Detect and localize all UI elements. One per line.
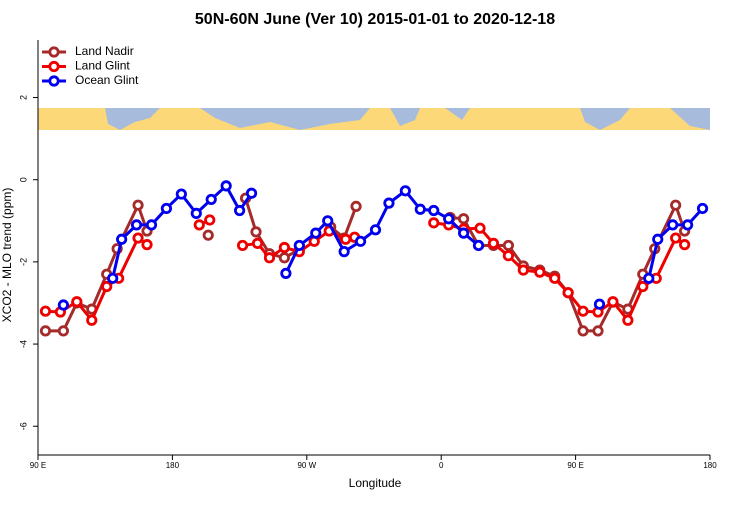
point <box>643 272 655 284</box>
point <box>414 203 426 215</box>
y-tick-label: -2 <box>18 258 28 266</box>
y-tick-label: -6 <box>18 422 28 430</box>
point <box>383 197 395 209</box>
point <box>487 237 500 249</box>
y-tick-label: 2 <box>18 95 28 100</box>
point <box>141 239 153 251</box>
point <box>670 199 682 211</box>
map-strip <box>38 108 710 130</box>
point <box>175 188 187 200</box>
point <box>474 222 486 234</box>
point <box>443 213 455 225</box>
y-tick-label: -4 <box>18 340 28 348</box>
chart-title: 50N-60N June (Ver 10) 2015-01-01 to 2020… <box>195 11 555 28</box>
point <box>293 239 305 252</box>
legend-marker <box>48 60 60 73</box>
legend-label: Land Glint <box>75 59 130 73</box>
point <box>369 224 382 236</box>
point <box>278 252 290 264</box>
point <box>160 202 173 215</box>
point <box>130 219 143 231</box>
point <box>592 325 604 337</box>
series-line <box>111 183 704 279</box>
point <box>39 305 52 317</box>
point <box>280 267 292 279</box>
point <box>250 226 262 238</box>
point <box>202 229 214 241</box>
x-tick-label: 90 E <box>567 461 583 470</box>
point <box>234 204 246 217</box>
point <box>204 214 216 226</box>
x-tick-label: 180 <box>166 461 180 470</box>
x-tick-label: 180 <box>703 461 717 470</box>
point <box>681 219 694 231</box>
point <box>399 185 411 197</box>
point <box>562 287 574 299</box>
point <box>57 299 69 311</box>
point <box>57 325 69 337</box>
point <box>652 233 664 245</box>
point <box>577 325 589 337</box>
point <box>245 187 258 199</box>
point <box>132 232 144 244</box>
point <box>310 227 322 239</box>
point <box>667 219 679 231</box>
series-line <box>45 218 686 324</box>
point <box>593 298 606 310</box>
point <box>340 233 352 245</box>
point <box>263 252 276 264</box>
point <box>517 264 529 276</box>
point <box>577 305 589 317</box>
point <box>428 204 440 217</box>
point <box>236 239 249 252</box>
point <box>190 207 202 219</box>
point <box>101 280 113 293</box>
point <box>549 272 561 284</box>
point <box>670 232 682 244</box>
point <box>679 239 691 251</box>
point <box>622 314 634 326</box>
point <box>338 246 350 258</box>
point <box>145 219 158 231</box>
point <box>354 235 367 247</box>
point <box>220 180 232 192</box>
x-axis-label: Longitude <box>349 476 402 490</box>
point <box>251 237 264 249</box>
y-axis-label: XCO2 - MLO trend (ppm) <box>0 188 14 323</box>
point <box>39 325 52 337</box>
y-tick-label: 0 <box>18 177 28 182</box>
point <box>502 250 514 262</box>
point <box>472 239 485 252</box>
point <box>350 200 362 213</box>
point <box>132 199 144 211</box>
point <box>107 272 119 284</box>
point <box>193 219 205 231</box>
legend-label: Land Nadir <box>75 44 134 58</box>
point <box>116 233 128 245</box>
point <box>457 227 470 239</box>
x-tick-label: 0 <box>439 461 444 470</box>
point <box>696 202 709 215</box>
x-tick-label: 90 E <box>30 461 46 470</box>
point <box>534 266 546 278</box>
point <box>502 239 514 252</box>
point <box>637 280 649 293</box>
legend-marker <box>48 46 60 58</box>
point <box>607 296 619 308</box>
point <box>205 193 217 206</box>
point <box>322 215 334 227</box>
legend-marker <box>48 75 60 87</box>
point <box>428 217 440 229</box>
legend-label: Ocean Glint <box>75 73 139 87</box>
point <box>86 314 98 326</box>
x-tick-label: 90 W <box>297 461 316 470</box>
point <box>457 213 470 225</box>
point <box>278 241 290 254</box>
point <box>71 296 83 308</box>
